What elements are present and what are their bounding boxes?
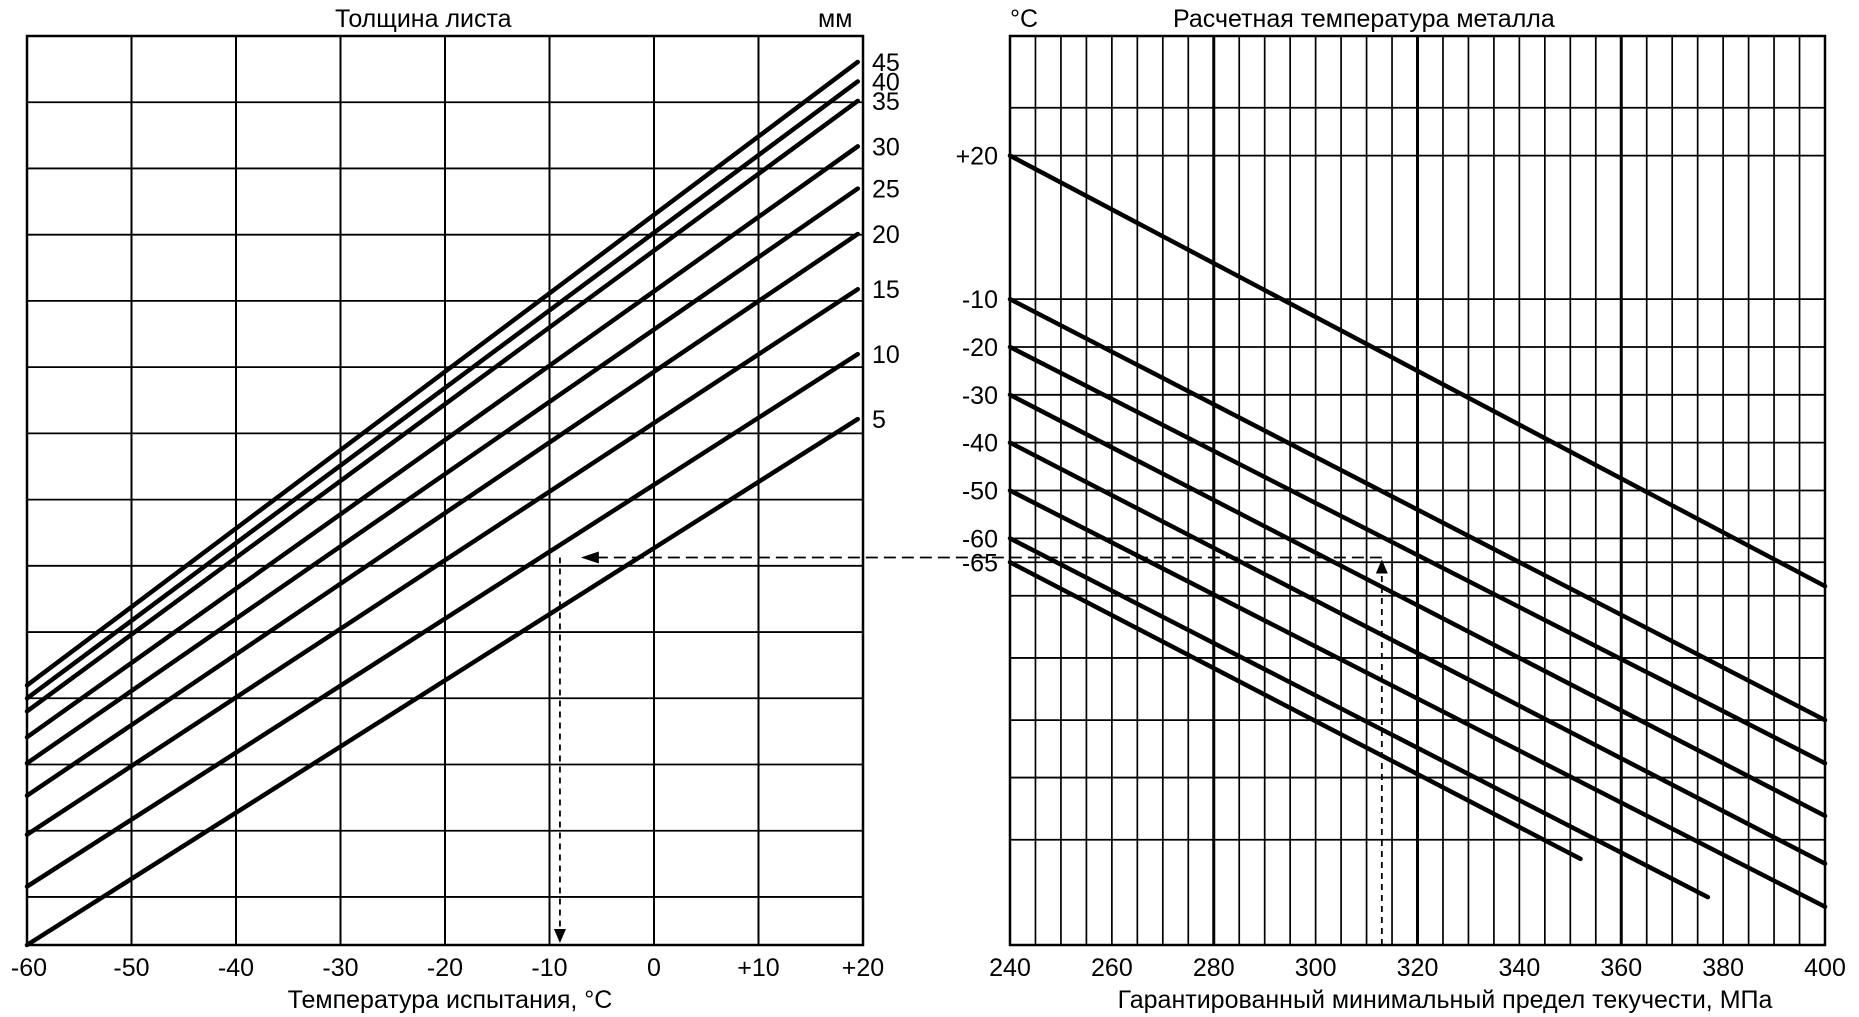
- connector-arrow-up: [1375, 559, 1388, 574]
- right-y-unit-label: °C: [1010, 5, 1038, 33]
- thickness-line-5: [24, 416, 861, 948]
- right-x-tick-label: 260: [1091, 954, 1133, 982]
- right-x-tick-label: 380: [1702, 954, 1744, 982]
- right-y-label--60: -60: [962, 525, 998, 553]
- right-y-label--50: -50: [962, 478, 998, 506]
- right-x-tick-label: 300: [1295, 954, 1337, 982]
- right-x-tick-label: 280: [1193, 954, 1235, 982]
- right-x-tick-label: 400: [1804, 954, 1846, 982]
- temperature-line--20: [1007, 344, 1828, 766]
- thickness-label-20: 20: [872, 221, 900, 249]
- left-thickness-lines: [24, 59, 861, 948]
- left-x-axis-label: Температура испытания, °C: [288, 986, 613, 1014]
- thickness-line-20: [24, 231, 861, 798]
- left-x-tick-label: -30: [322, 954, 358, 982]
- right-y-label-+20: +20: [956, 143, 998, 171]
- thickness-line-10: [24, 351, 861, 889]
- left-x-tick-labels: -60 -50 -40 -30 -20 -10 0 +10 +20: [11, 954, 884, 982]
- right-y-labels: +20 -10 -20 -30 -40 -50 -60-65: [956, 143, 998, 578]
- thickness-line-35: [24, 98, 861, 714]
- left-x-tick-label: -60: [11, 954, 47, 982]
- right-y-label--30: -30: [962, 382, 998, 410]
- thickness-label-5: 5: [872, 406, 886, 434]
- temperature-line--30: [1007, 392, 1828, 819]
- temperature-line--50: [1007, 488, 1828, 909]
- thickness-line-45: [24, 59, 861, 688]
- right-y-label--20: -20: [962, 334, 998, 362]
- thickness-line-25: [24, 186, 861, 766]
- thickness-label-15: 15: [872, 276, 900, 304]
- left-unit-label: мм: [818, 5, 852, 33]
- connector-annotation: [553, 551, 1388, 945]
- left-x-tick-label: +10: [737, 954, 779, 982]
- right-x-tick-labels: 240 260 280 300 320 340 360 380 400: [989, 954, 1846, 982]
- temperature-line--40: [1007, 440, 1828, 866]
- thickness-label-35: 35: [872, 88, 900, 116]
- right-y-label--10: -10: [962, 286, 998, 314]
- right-chart-title: Расчетная температура металла: [1173, 5, 1555, 33]
- left-x-tick-label: -10: [531, 954, 567, 982]
- temperature-line-+20: [1007, 153, 1828, 589]
- temperature-line--65: [1007, 560, 1583, 862]
- connector-arrow-left: [580, 551, 599, 564]
- right-y-label--65: -65: [962, 549, 998, 577]
- thickness-label-30: 30: [872, 133, 900, 161]
- right-grid: [1008, 34, 1827, 947]
- right-x-tick-label: 340: [1499, 954, 1541, 982]
- right-x-tick-label: 320: [1397, 954, 1439, 982]
- left-x-tick-label: -50: [113, 954, 149, 982]
- left-chart-title: Толщина листа: [335, 5, 512, 33]
- connector-arrow-down: [553, 929, 566, 943]
- right-x-tick-label: 360: [1600, 954, 1642, 982]
- right-temperature-lines: [1007, 153, 1828, 909]
- temperature-line--10: [1007, 296, 1828, 723]
- left-x-tick-label: -20: [427, 954, 463, 982]
- left-x-tick-label: 0: [647, 954, 661, 982]
- right-x-axis-label: Гарантированный минимальный предел текуч…: [1118, 986, 1773, 1014]
- left-x-tick-label: +20: [842, 954, 884, 982]
- thickness-label-25: 25: [872, 176, 900, 204]
- left-grid: [25, 34, 865, 947]
- right-chart-panel: 240 260 280 300 320 340 360 380 400 +20 -10 -20 -30…: [956, 5, 1846, 1014]
- thickness-label-40: 40: [872, 68, 900, 96]
- left-x-tick-label: -40: [218, 954, 254, 982]
- thickness-label-10: 10: [872, 341, 900, 369]
- thickness-line-30: [24, 144, 861, 740]
- thickness-line-15: [24, 286, 861, 837]
- thickness-label-45: 45: [872, 49, 900, 77]
- temperature-line--60: [1007, 536, 1711, 900]
- right-y-label--40: -40: [962, 430, 998, 458]
- right-x-tick-label: 240: [989, 954, 1031, 982]
- thickness-line-40: [24, 79, 861, 701]
